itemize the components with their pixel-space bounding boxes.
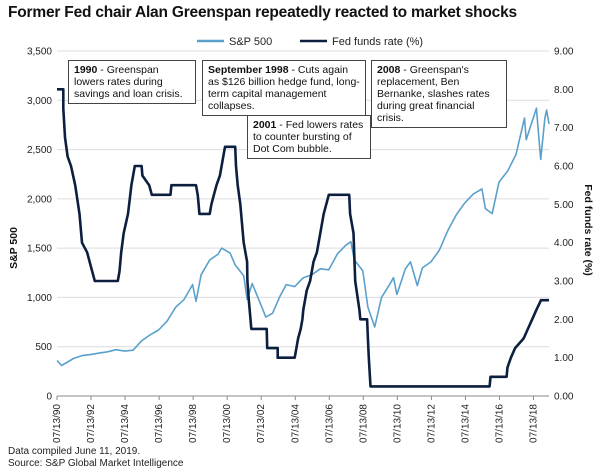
x-tick-label: 07/13/98 [188,404,199,443]
right-tick-label: 7.00 [554,123,574,134]
x-tick-label: 07/13/00 [222,404,233,443]
annotation-2001: 2001 - Fed lowers rates to counter burst… [247,115,371,159]
annotation-2008: 2008 - Greenspan's replacement, Ben Bern… [371,60,507,128]
annotation-2008-text: - Greenspan's replacement, Ben Bernanke,… [377,64,490,124]
x-tick-label: 07/13/14 [460,404,471,443]
legend: S&P 500 Fed funds rate (%) [197,36,423,48]
left-tick-label: 2,500 [27,145,52,156]
left-tick-label: 0 [46,392,52,403]
left-tick-label: 2,000 [27,194,52,205]
x-tick-label: 07/13/04 [290,404,301,443]
x-tick-label: 07/13/96 [154,404,165,443]
annotation-2001-year: 2001 [253,119,277,131]
left-tick-label: 1,000 [27,293,52,304]
annotation-1998-year: September 1998 [208,64,289,76]
annotation-1990-year: 1990 [74,64,98,76]
footer-source: Source: S&P Global Market Intelligence [8,458,184,469]
x-tick-label: 07/13/10 [392,404,403,443]
legend-label-sp500: S&P 500 [229,36,272,48]
left-tick-label: 500 [35,342,52,353]
right-tick-label: 3.00 [554,277,574,288]
x-tick-label: 07/13/12 [426,404,437,443]
fedfunds-line [57,88,549,388]
right-tick-label: 9.00 [554,47,574,58]
x-tick-label: 07/13/90 [52,404,63,443]
annotation-1998-text: - Cuts again as $126 billion hedge fund,… [208,64,360,112]
right-axis-title: Fed funds rate (%) [582,184,594,276]
x-tick-label: 07/13/16 [494,404,505,443]
annotation-2008-year: 2008 [377,64,401,76]
x-tick-label: 07/13/94 [120,404,131,443]
right-tick-label: 4.00 [554,238,574,249]
x-tick-label: 07/13/06 [324,404,335,443]
left-axis-ticks: 0 500 1,000 1,500 2,000 2,500 3,000 3,500 [27,47,52,403]
right-axis-ticks: 0.00 1.00 2.00 3.00 4.00 5.00 6.00 7.00 8.00 9.00 [554,47,574,403]
x-tick-label: 07/13/18 [529,404,540,443]
annotation-1998: September 1998 - Cuts again as $126 bill… [202,60,366,116]
right-tick-label: 6.00 [554,162,574,173]
left-tick-label: 1,500 [27,244,52,255]
x-tick-label: 07/13/02 [256,404,267,443]
annotation-1990-text: - Greenspan lowers rates during savings … [74,64,183,100]
chart-title: Former Fed chair Alan Greenspan repeated… [8,4,517,21]
left-tick-label: 3,000 [27,96,52,107]
right-tick-label: 2.00 [554,315,574,326]
legend-label-fedfunds: Fed funds rate (%) [332,36,423,48]
x-tick-label: 07/13/92 [86,404,97,443]
x-tick-label: 07/13/08 [358,404,369,443]
footer-note: Data compiled June 11, 2019. [8,446,141,457]
right-tick-label: 8.00 [554,85,574,96]
left-axis-title: S&P 500 [8,227,20,269]
annotation-2001-text: - Fed lowers rates to counter bursting o… [253,119,364,155]
x-axis-ticks: 07/13/90 07/13/92 07/13/94 07/13/96 07/13/98… [52,396,540,443]
sp500-line [56,107,550,367]
right-tick-label: 1.00 [554,353,574,364]
left-tick-label: 3,500 [27,47,52,58]
right-tick-label: 0.00 [554,392,574,403]
right-tick-label: 5.00 [554,200,574,211]
series-group [56,88,550,388]
annotation-1990: 1990 - Greenspan lowers rates during sav… [68,60,196,104]
